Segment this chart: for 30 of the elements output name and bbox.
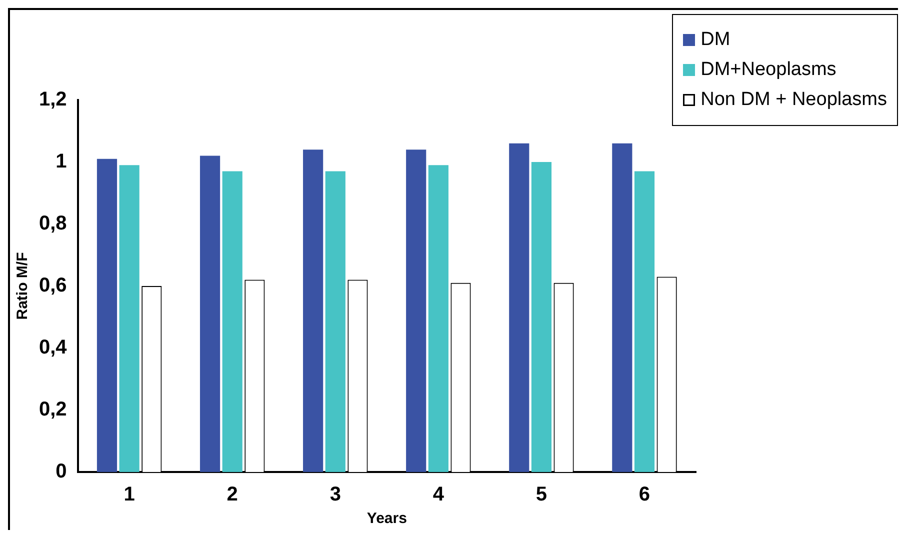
bar [612, 143, 632, 472]
bar [406, 150, 426, 472]
bar [222, 171, 242, 472]
y-tick-label: 0,6 [38, 274, 67, 297]
x-tick-label: 5 [536, 484, 548, 506]
y-tick-label: 0,2 [38, 398, 67, 421]
bar [303, 150, 324, 472]
bar [119, 165, 140, 472]
bar [509, 143, 530, 472]
y-tick-label: 1,2 [38, 88, 67, 111]
legend-label: Non DM + Neoplasms [700, 89, 887, 111]
y-tick-label: 0,4 [38, 336, 68, 359]
y-tick-label: 1 [56, 150, 67, 173]
bar [634, 171, 655, 472]
bar [200, 156, 220, 472]
y-tick-label: 0,8 [38, 212, 67, 235]
x-tick-label: 2 [226, 484, 238, 506]
x-tick-label: 1 [124, 484, 135, 506]
legend-label: DM [700, 29, 730, 51]
bar [96, 158, 118, 472]
y-tick-label: 0 [56, 460, 67, 483]
x-axis-title: Years [366, 510, 407, 528]
x-tick-label: 6 [638, 484, 650, 506]
legend-label: DM+Neoplasms [700, 59, 836, 81]
bar [531, 162, 552, 472]
x-tick-label: 4 [432, 484, 445, 506]
bar [428, 165, 448, 472]
x-tick-label: 3 [330, 484, 341, 506]
bar [325, 171, 346, 472]
y-axis-title: Ratio M/F [14, 252, 32, 320]
